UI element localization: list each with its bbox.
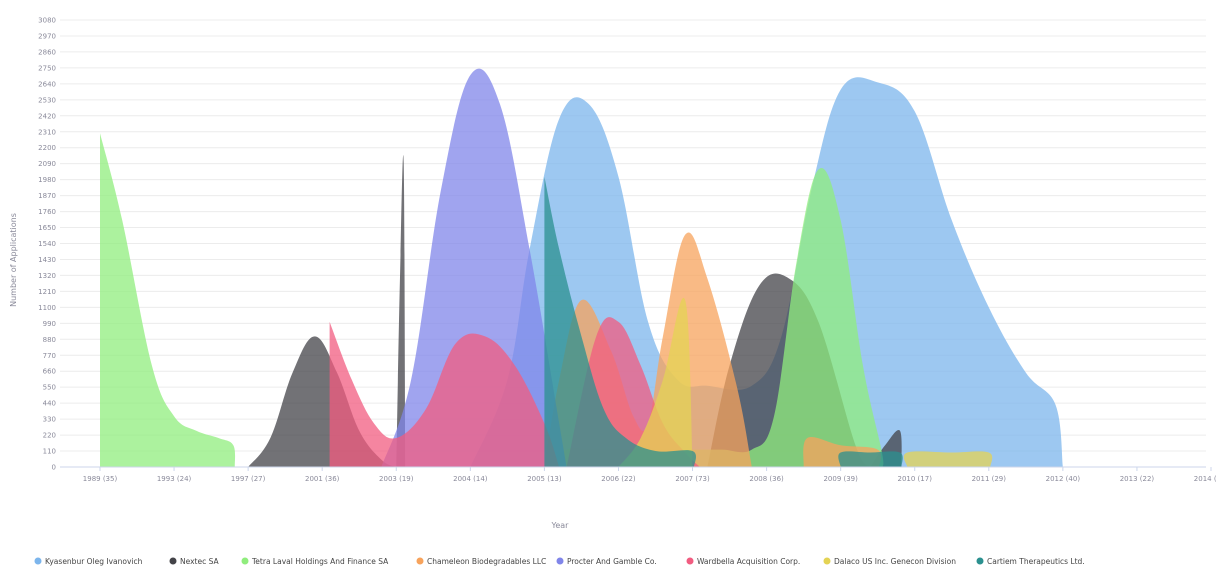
x-tick-label: 1993 (24) (157, 475, 192, 483)
y-tick-label: 2860 (38, 48, 56, 56)
y-axis-title: Number of Applications (9, 213, 18, 307)
series-area-7 (903, 451, 993, 467)
x-tick-label: 2006 (22) (601, 475, 636, 483)
y-tick-label: 330 (43, 416, 56, 424)
series-area-3 (100, 133, 236, 467)
y-tick-label: 550 (43, 384, 56, 392)
y-tick-label: 880 (43, 336, 56, 344)
x-tick-label: 2013 (22) (1120, 475, 1155, 483)
series-area-3 (544, 167, 884, 467)
x-tick-label: 1997 (27) (231, 475, 266, 483)
y-tick-label: 2640 (38, 80, 56, 88)
y-tick-label: 1980 (38, 176, 56, 184)
series-area-5 (381, 68, 567, 467)
legend-label: Procter And Gamble Co. (567, 557, 657, 566)
x-axis-ticks: 1989 (35) 1993 (24) 1997 (27) 2001 (36) 2003… (60, 466, 1217, 483)
x-tick-label: 2001 (36) (305, 475, 340, 483)
legend-swatch (241, 557, 249, 565)
y-tick-label: 0 (52, 464, 56, 472)
x-tick-label: 2008 (36) (749, 475, 784, 483)
x-tick-label: 2007 (73) (675, 475, 710, 483)
legend-item[interactable]: Kyasenbur Oleg Ivanovich (34, 557, 143, 566)
y-tick-label: 770 (43, 352, 56, 360)
legend-item[interactable]: Wardbella Acquisition Corp. (686, 557, 801, 566)
legend-item[interactable]: Procter And Gamble Co. (556, 557, 657, 566)
y-tick-label: 3080 (38, 17, 56, 25)
y-tick-label: 2970 (38, 32, 56, 40)
legend-swatch (976, 557, 984, 565)
x-tick-label: 2012 (40) (1046, 475, 1081, 483)
legend-item[interactable]: Nextec SA (169, 557, 220, 566)
legend-swatch (34, 557, 42, 565)
y-tick-label: 1210 (38, 288, 56, 296)
series-area-7 (618, 297, 693, 467)
y-tick-label: 1650 (38, 224, 56, 232)
legend-swatch (556, 557, 564, 565)
legend-label: Wardbella Acquisition Corp. (697, 557, 800, 566)
y-tick-label: 1320 (38, 272, 56, 280)
series-area-6 (329, 321, 560, 467)
y-tick-label: 1430 (38, 256, 56, 264)
legend-label: Chameleon Biodegradables LLC (427, 557, 546, 566)
y-tick-label: 2530 (38, 96, 56, 104)
x-tick-label: 2004 (14) (453, 475, 488, 483)
legend-label: Nextec SA (180, 557, 219, 566)
x-tick-label: 2010 (17) (898, 475, 933, 483)
legend-label: Tetra Laval Holdings And Finance SA (251, 557, 389, 566)
y-tick-label: 110 (43, 448, 56, 456)
legend-label: Cartiem Therapeutics Ltd. (987, 557, 1085, 566)
legend-item[interactable]: Cartiem Therapeutics Ltd. (976, 557, 1085, 566)
x-tick-label: 2014 (62) (1194, 475, 1217, 483)
y-tick-label: 660 (43, 368, 56, 376)
y-tick-label: 1540 (38, 240, 56, 248)
legend-item[interactable]: Chameleon Biodegradables LLC (416, 557, 547, 566)
y-tick-label: 440 (43, 400, 56, 408)
legend-swatch (169, 557, 177, 565)
y-tick-label: 1870 (38, 192, 56, 200)
y-tick-label: 2420 (38, 112, 56, 120)
x-tick-label: 2005 (13) (527, 475, 562, 483)
series-area-8 (544, 176, 696, 467)
x-tick-label: 1989 (35) (83, 475, 118, 483)
y-tick-label: 1760 (38, 208, 56, 216)
series-area-2 (396, 155, 406, 467)
legend: Kyasenbur Oleg Ivanovich Nextec SA Tetra L… (34, 557, 1085, 566)
y-tick-label: 220 (43, 432, 56, 440)
y-tick-label: 2090 (38, 160, 56, 168)
y-tick-label: 1100 (38, 304, 56, 312)
y-tick-label: 2310 (38, 128, 56, 136)
legend-swatch (416, 557, 424, 565)
x-tick-label: 2011 (29) (972, 475, 1007, 483)
x-tick-label: 2003 (19) (379, 475, 414, 483)
legend-swatch (823, 557, 831, 565)
legend-swatch (686, 557, 694, 565)
legend-label: Kyasenbur Oleg Ivanovich (45, 557, 143, 566)
series-area-8 (838, 451, 903, 467)
series-areas (100, 68, 1063, 468)
x-tick-label: 2009 (39) (823, 475, 858, 483)
x-axis-title: Year (551, 521, 570, 530)
y-tick-label: 2750 (38, 64, 56, 72)
legend-item[interactable]: Dalaco US Inc. Genecon Division (823, 557, 957, 566)
legend-item[interactable]: Tetra Laval Holdings And Finance SA (241, 557, 390, 566)
y-tick-label: 990 (43, 320, 56, 328)
y-tick-label: 2200 (38, 144, 56, 152)
legend-label: Dalaco US Inc. Genecon Division (834, 557, 956, 566)
y-axis-ticks: 0 110 220 330 440 550 660 770 880 990 1100 1210 1320… (38, 17, 56, 472)
